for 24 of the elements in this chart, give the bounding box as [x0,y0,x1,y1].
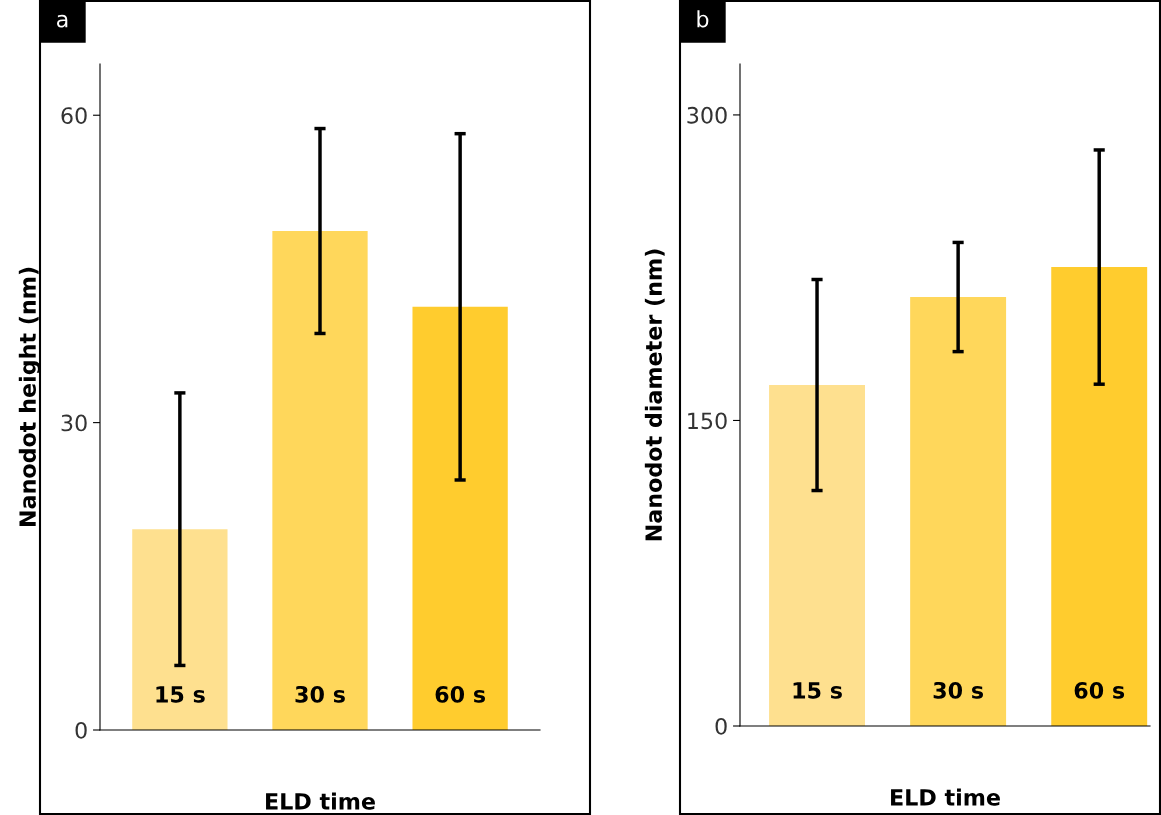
y-tick-label: 300 [687,106,727,124]
text: b [697,10,709,28]
x-tick-label: 15 s [156,686,205,703]
y-tick-label: 150 [688,412,727,430]
x-tick-label: 60 s [1074,681,1125,699]
x-axis-title: ELD time [266,792,375,810]
bar [272,231,368,730]
y-axis-title: Nanodot height (nm) [18,267,41,527]
bar [412,306,508,730]
y-tick-label: 60 [61,107,87,124]
y-tick-label: 30 [61,414,87,432]
bar [769,385,865,726]
bar [132,529,228,730]
bar [910,297,1007,726]
x-axis-title: ELD time [891,788,1000,806]
y-axis-title: Nanodot diameter (nm) [644,249,665,541]
x-tick-label: 15 s [793,682,842,699]
text: a [57,14,68,28]
x-tick-label: 60 s [435,685,486,703]
x-tick-label: 30 s [295,685,345,703]
x-tick-label: 30 s [933,681,984,699]
y-tick-label: 0 [75,721,87,739]
y-tick-label: 0 [715,717,727,735]
bar [1051,267,1148,726]
